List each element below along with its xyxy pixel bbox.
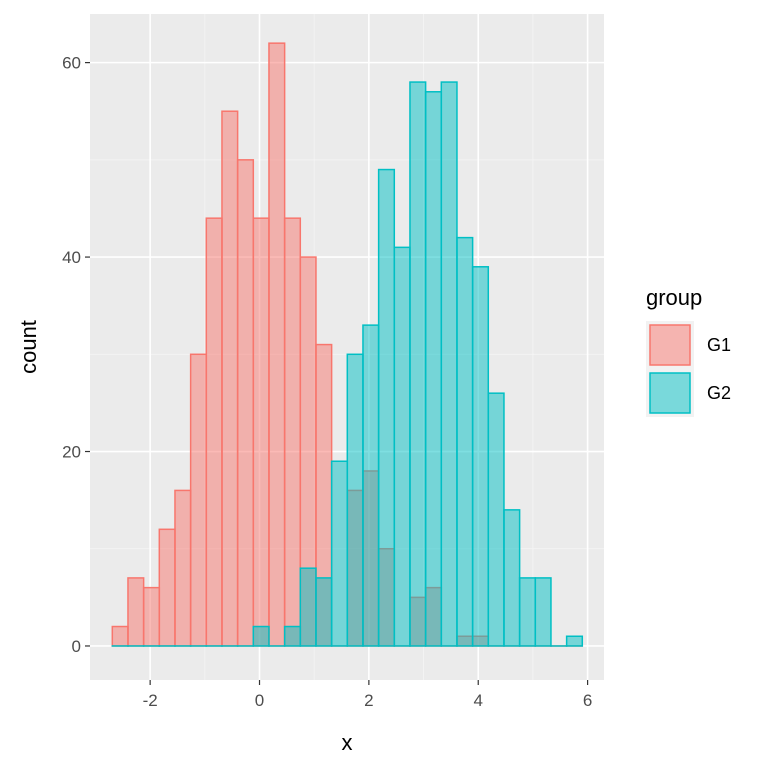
bar-g2	[409, 81, 427, 647]
x-tick-label: 2	[364, 691, 373, 710]
x-tick-label: -2	[143, 691, 158, 710]
bar-g2	[377, 168, 396, 647]
bar-g1	[111, 625, 129, 647]
bar-g1	[142, 586, 161, 647]
bar-g1	[268, 42, 286, 647]
bar-g2	[471, 266, 490, 647]
legend-swatch-g2	[649, 372, 691, 414]
legend-title: group	[646, 285, 702, 310]
bar-g1	[174, 489, 192, 647]
series-g2-bars	[111, 81, 584, 647]
bar-g2	[518, 577, 537, 647]
legend-swatch-g1	[649, 324, 691, 366]
bar-g2	[503, 509, 521, 647]
y-axis-ticks: 0 20 40 60	[62, 54, 90, 656]
y-axis-title: count	[16, 320, 41, 374]
bar-g2	[299, 567, 317, 647]
bar-g2	[346, 353, 364, 647]
bar-g2	[252, 625, 270, 647]
y-tick-label: 0	[72, 637, 81, 656]
bar-g2	[440, 81, 458, 647]
legend-label-g2: G2	[707, 383, 731, 403]
bar-g2	[487, 392, 505, 647]
bar-g1	[283, 217, 302, 647]
legend: group G1 G2	[646, 285, 731, 417]
y-tick-label: 40	[62, 248, 81, 267]
bar-g1	[236, 159, 255, 647]
bar-g2	[362, 324, 380, 647]
y-tick-label: 60	[62, 54, 81, 73]
x-tick-label: 4	[473, 691, 482, 710]
bar-g1	[127, 577, 145, 647]
bar-g2	[315, 577, 333, 647]
bar-g2	[456, 236, 474, 647]
bar-g2	[283, 625, 302, 647]
bar-g2	[534, 577, 552, 647]
bar-g1	[205, 217, 223, 647]
x-tick-label: 6	[583, 691, 592, 710]
bar-g2	[393, 246, 411, 647]
bar-g1	[221, 110, 239, 647]
x-tick-label: 0	[255, 691, 264, 710]
bar-g1	[189, 353, 208, 647]
bar-g2	[424, 91, 443, 647]
x-axis-title: x	[342, 730, 353, 755]
legend-label-g1: G1	[707, 335, 731, 355]
bar-g1	[252, 217, 270, 647]
y-tick-label: 20	[62, 443, 81, 462]
bar-g2	[565, 635, 584, 647]
x-axis-ticks: -2 0 2 4 6	[143, 680, 592, 710]
bar-g1	[158, 528, 176, 647]
bar-g2	[330, 460, 349, 647]
